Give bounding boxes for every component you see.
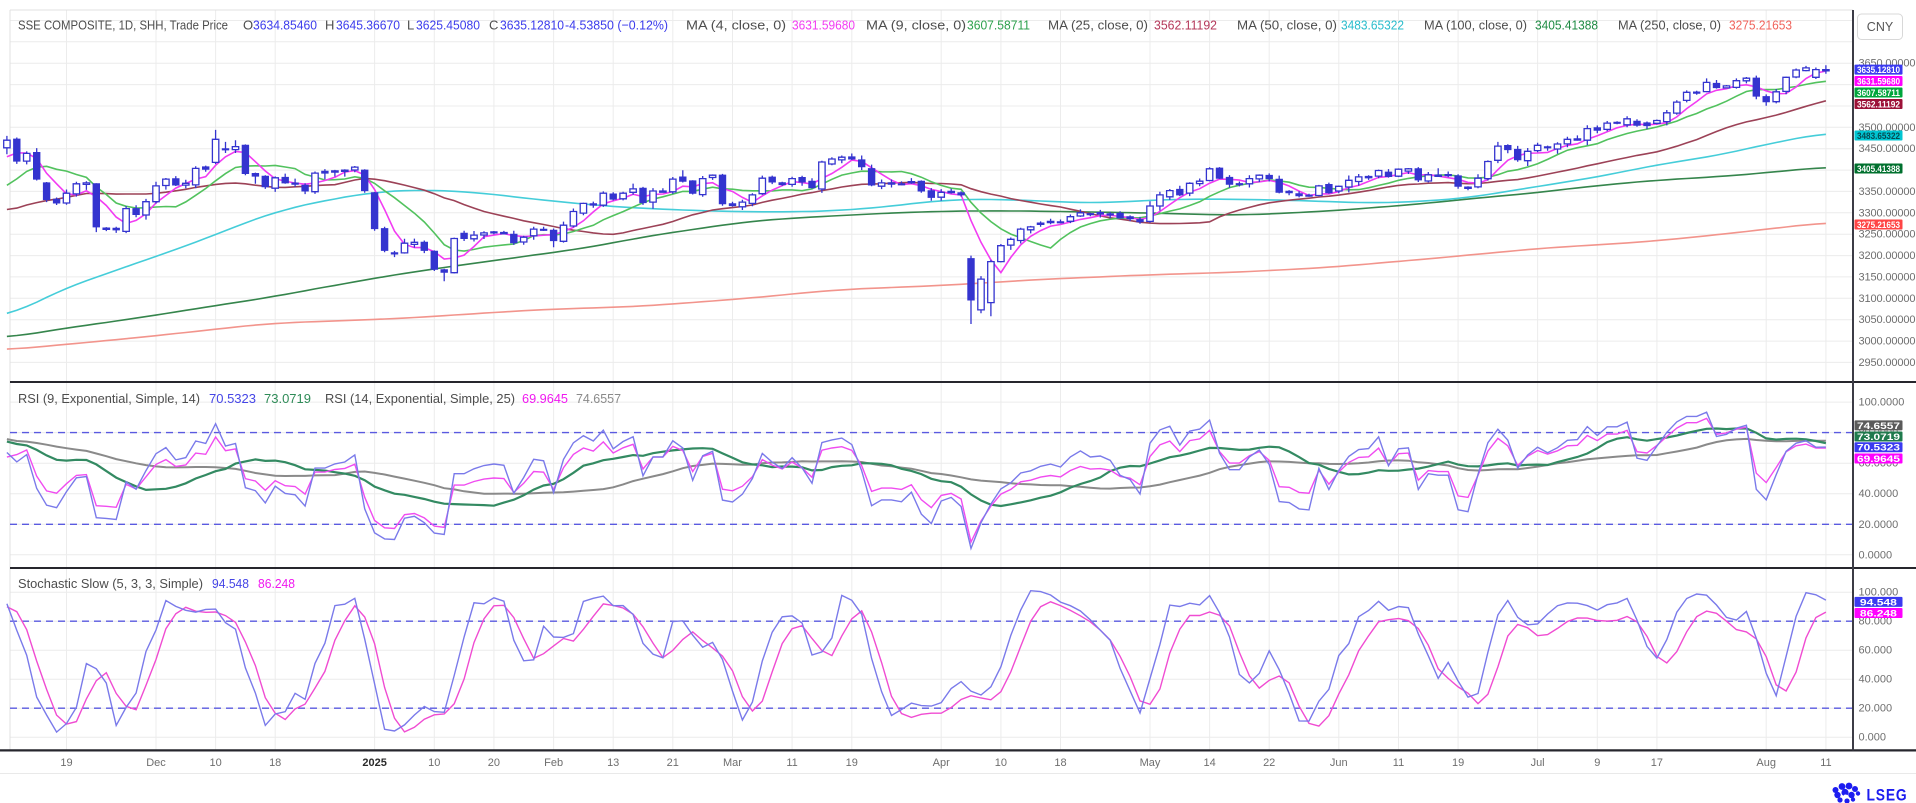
svg-text:3050.00000: 3050.00000 <box>1859 314 1916 326</box>
svg-text:3483.65322: 3483.65322 <box>1857 131 1900 142</box>
svg-text:0.0000: 0.0000 <box>1859 549 1893 561</box>
svg-text:3250.00000: 3250.00000 <box>1859 229 1916 241</box>
svg-text:Jul: Jul <box>1531 757 1545 769</box>
svg-text:19: 19 <box>1452 757 1464 769</box>
svg-text:3631.59680: 3631.59680 <box>792 18 855 33</box>
svg-text:74.6557: 74.6557 <box>1857 421 1900 432</box>
svg-text:18: 18 <box>269 757 281 769</box>
svg-text:O: O <box>243 18 253 33</box>
svg-text:Aug: Aug <box>1756 757 1776 769</box>
svg-text:3450.00000: 3450.00000 <box>1859 143 1916 155</box>
svg-text:3607.58711: 3607.58711 <box>1857 88 1901 99</box>
svg-text:Stochastic Slow (5, 3, 3, Simp: Stochastic Slow (5, 3, 3, Simple) <box>18 576 203 591</box>
svg-text:RSI (14, Exponential, Simple,: RSI (14, Exponential, Simple, 25) <box>325 391 515 406</box>
svg-text:11: 11 <box>1820 757 1831 769</box>
svg-text:9: 9 <box>1594 757 1600 769</box>
svg-text:MA (50, close, 0): MA (50, close, 0) <box>1237 18 1337 33</box>
svg-text:RSI (9, Exponential, Simple, 1: RSI (9, Exponential, Simple, 14) <box>18 391 200 406</box>
svg-text:2950.00000: 2950.00000 <box>1859 357 1916 369</box>
svg-text:MA (250, close, 0): MA (250, close, 0) <box>1618 18 1721 33</box>
svg-text:SSE COMPOSITE, 1D, SHH, Trade: SSE COMPOSITE, 1D, SHH, Trade Price <box>18 18 228 33</box>
svg-text:L: L <box>407 18 414 33</box>
svg-text:May: May <box>1140 757 1161 769</box>
svg-text:74.6557: 74.6557 <box>576 391 621 406</box>
svg-text:86.248: 86.248 <box>1860 608 1897 619</box>
svg-text:11: 11 <box>1393 757 1404 769</box>
svg-text:3200.00000: 3200.00000 <box>1859 250 1916 262</box>
svg-text:3625.45080: 3625.45080 <box>416 18 480 33</box>
svg-text:2025: 2025 <box>362 757 386 769</box>
svg-text:MA (100, close, 0): MA (100, close, 0) <box>1424 18 1527 33</box>
svg-text:MA (25, close, 0): MA (25, close, 0) <box>1048 18 1148 33</box>
svg-text:40.0000: 40.0000 <box>1859 488 1899 500</box>
svg-text:10: 10 <box>428 757 440 769</box>
svg-text:20.0000: 20.0000 <box>1859 519 1899 531</box>
svg-text:3275.21653: 3275.21653 <box>1857 220 1900 231</box>
svg-text:70.5323: 70.5323 <box>209 391 256 406</box>
svg-text:3562.11192: 3562.11192 <box>1857 99 1900 110</box>
svg-text:H: H <box>325 18 334 33</box>
svg-text:MA (4, close, 0): MA (4, close, 0) <box>686 18 786 33</box>
svg-text:Feb: Feb <box>544 757 563 769</box>
svg-text:18: 18 <box>1054 757 1066 769</box>
svg-text:LSEG: LSEG <box>1867 787 1908 803</box>
svg-text:60.000: 60.000 <box>1859 645 1893 657</box>
svg-text:3635.12810: 3635.12810 <box>1857 65 1900 76</box>
svg-text:17: 17 <box>1651 757 1663 769</box>
svg-text:3631.59680: 3631.59680 <box>1857 76 1900 87</box>
svg-text:86.248: 86.248 <box>258 576 295 591</box>
svg-text:CNY: CNY <box>1867 20 1894 34</box>
svg-text:Apr: Apr <box>933 757 950 769</box>
svg-text:10: 10 <box>995 757 1007 769</box>
svg-text:11: 11 <box>786 757 797 769</box>
svg-text:C: C <box>489 18 498 33</box>
svg-text:MA (9, close, 0): MA (9, close, 0) <box>866 18 966 33</box>
svg-text:22: 22 <box>1263 757 1275 769</box>
svg-text:3350.00000: 3350.00000 <box>1859 186 1916 198</box>
svg-text:100.0000: 100.0000 <box>1859 397 1905 409</box>
svg-text:10: 10 <box>209 757 221 769</box>
svg-text:21: 21 <box>667 757 679 769</box>
svg-text:70.5323: 70.5323 <box>1857 443 1900 454</box>
svg-text:73.0719: 73.0719 <box>264 391 311 406</box>
svg-text:3607.58711: 3607.58711 <box>967 18 1030 33</box>
svg-text:100.000: 100.000 <box>1859 587 1899 599</box>
svg-text:3000.00000: 3000.00000 <box>1859 336 1916 348</box>
svg-text:3405.41388: 3405.41388 <box>1535 18 1598 33</box>
svg-text:3275.21653: 3275.21653 <box>1729 18 1792 33</box>
svg-text:3150.00000: 3150.00000 <box>1859 271 1916 283</box>
svg-text:69.9645: 69.9645 <box>522 391 568 406</box>
svg-text:19: 19 <box>60 757 72 769</box>
svg-text:-4.53850 (−0.12%): -4.53850 (−0.12%) <box>565 18 668 33</box>
svg-text:Mar: Mar <box>723 757 742 769</box>
svg-text:19: 19 <box>846 757 858 769</box>
svg-text:0.000: 0.000 <box>1859 732 1887 744</box>
svg-text:73.0719: 73.0719 <box>1857 432 1900 443</box>
svg-text:Dec: Dec <box>146 757 166 769</box>
svg-text:20.000: 20.000 <box>1859 703 1893 715</box>
svg-text:Jun: Jun <box>1330 757 1348 769</box>
svg-text:3405.41388: 3405.41388 <box>1857 164 1900 175</box>
svg-text:94.548: 94.548 <box>1860 597 1897 608</box>
svg-text:14: 14 <box>1203 757 1215 769</box>
svg-text:94.548: 94.548 <box>212 576 249 591</box>
svg-text:13: 13 <box>607 757 619 769</box>
svg-text:20: 20 <box>488 757 500 769</box>
svg-text:3300.00000: 3300.00000 <box>1859 207 1916 219</box>
svg-text:3645.36670: 3645.36670 <box>336 18 400 33</box>
svg-text:3562.11192: 3562.11192 <box>1154 18 1217 33</box>
svg-text:3635.12810: 3635.12810 <box>500 18 564 33</box>
svg-text:80.000: 80.000 <box>1859 616 1893 628</box>
svg-text:3634.85460: 3634.85460 <box>253 18 317 33</box>
svg-text:3483.65322: 3483.65322 <box>1341 18 1404 33</box>
svg-text:40.000: 40.000 <box>1859 674 1893 686</box>
svg-text:69.9645: 69.9645 <box>1857 454 1901 465</box>
svg-text:3100.00000: 3100.00000 <box>1859 293 1916 305</box>
